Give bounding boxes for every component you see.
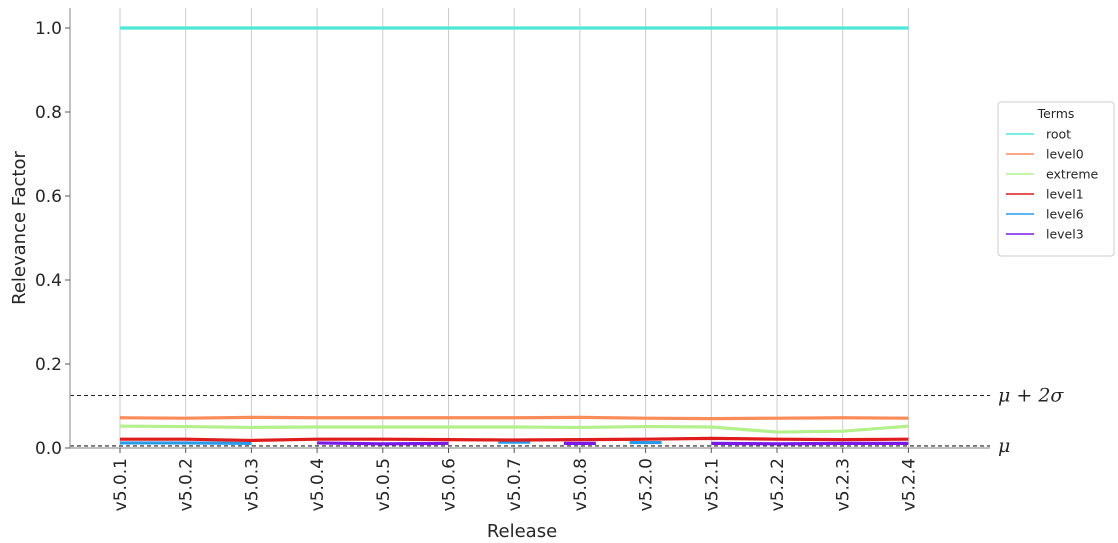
x-tick-label-v5.0.2: v5.0.2	[177, 458, 197, 511]
y-tick-label-5: 1.0	[35, 19, 62, 39]
legend-label-root: root	[1046, 127, 1071, 142]
y-axis-title: Relevance Factor	[9, 151, 30, 305]
series-line-level1	[120, 436, 909, 443]
x-tick-label-v5.0.6: v5.0.6	[440, 458, 460, 511]
x-tick-label-v5.2.0: v5.2.0	[637, 458, 657, 511]
series-line-extreme	[119, 424, 909, 434]
reference-label-1: μ	[998, 435, 1010, 457]
axes	[69, 8, 990, 449]
legend-label-level6: level6	[1046, 207, 1084, 222]
series-line-level3-seg0	[317, 441, 449, 446]
x-tick-label-v5.2.1: v5.2.1	[702, 458, 722, 511]
legend-box	[997, 101, 1115, 257]
y-tick-label-2: 0.4	[35, 271, 62, 291]
x-tick-label-v5.0.1: v5.0.1	[111, 458, 131, 511]
y-tick-label-1: 0.2	[35, 355, 62, 375]
legend-label-level1: level1	[1046, 187, 1084, 202]
y-tick-label-4: 0.8	[35, 103, 62, 123]
y-tick-label-0: 0.0	[35, 439, 62, 459]
series-lines	[119, 26, 909, 446]
reference-label-0: μ + 2σ	[998, 385, 1064, 407]
legend-label-level0: level0	[1046, 147, 1084, 162]
x-tick-label-v5.0.8: v5.0.8	[571, 458, 591, 511]
y-tick-labels: 0.0 0.2 0.4 0.6 0.8 1.0	[35, 19, 70, 459]
legend-title: Terms	[1037, 106, 1075, 121]
x-tick-label-v5.0.5: v5.0.5	[374, 458, 394, 511]
x-tick-label-v5.0.7: v5.0.7	[505, 458, 525, 511]
legend: Terms root level0 extreme level1 level6 level3	[997, 101, 1115, 257]
legend-label-level3: level3	[1046, 227, 1084, 242]
reference-lines: μ + 2σ μ	[70, 385, 1064, 457]
y-tick-label-3: 0.6	[35, 187, 62, 207]
x-axis-title: Release	[487, 521, 557, 542]
grid-lines	[119, 8, 909, 448]
legend-label-extreme: extreme	[1046, 167, 1099, 182]
x-tick-label-v5.2.4: v5.2.4	[899, 458, 919, 511]
x-tick-label-v5.0.3: v5.0.3	[242, 458, 262, 511]
x-tick-label-v5.0.4: v5.0.4	[308, 458, 328, 511]
x-tick-label-v5.2.2: v5.2.2	[768, 458, 788, 511]
x-tick-label-v5.2.3: v5.2.3	[834, 458, 854, 511]
series-line-level0	[119, 415, 909, 421]
x-tick-labels: v5.0.1 v5.0.2 v5.0.3 v5.0.4 v5.0.5 v5.0.6 v5.0…	[111, 448, 919, 511]
